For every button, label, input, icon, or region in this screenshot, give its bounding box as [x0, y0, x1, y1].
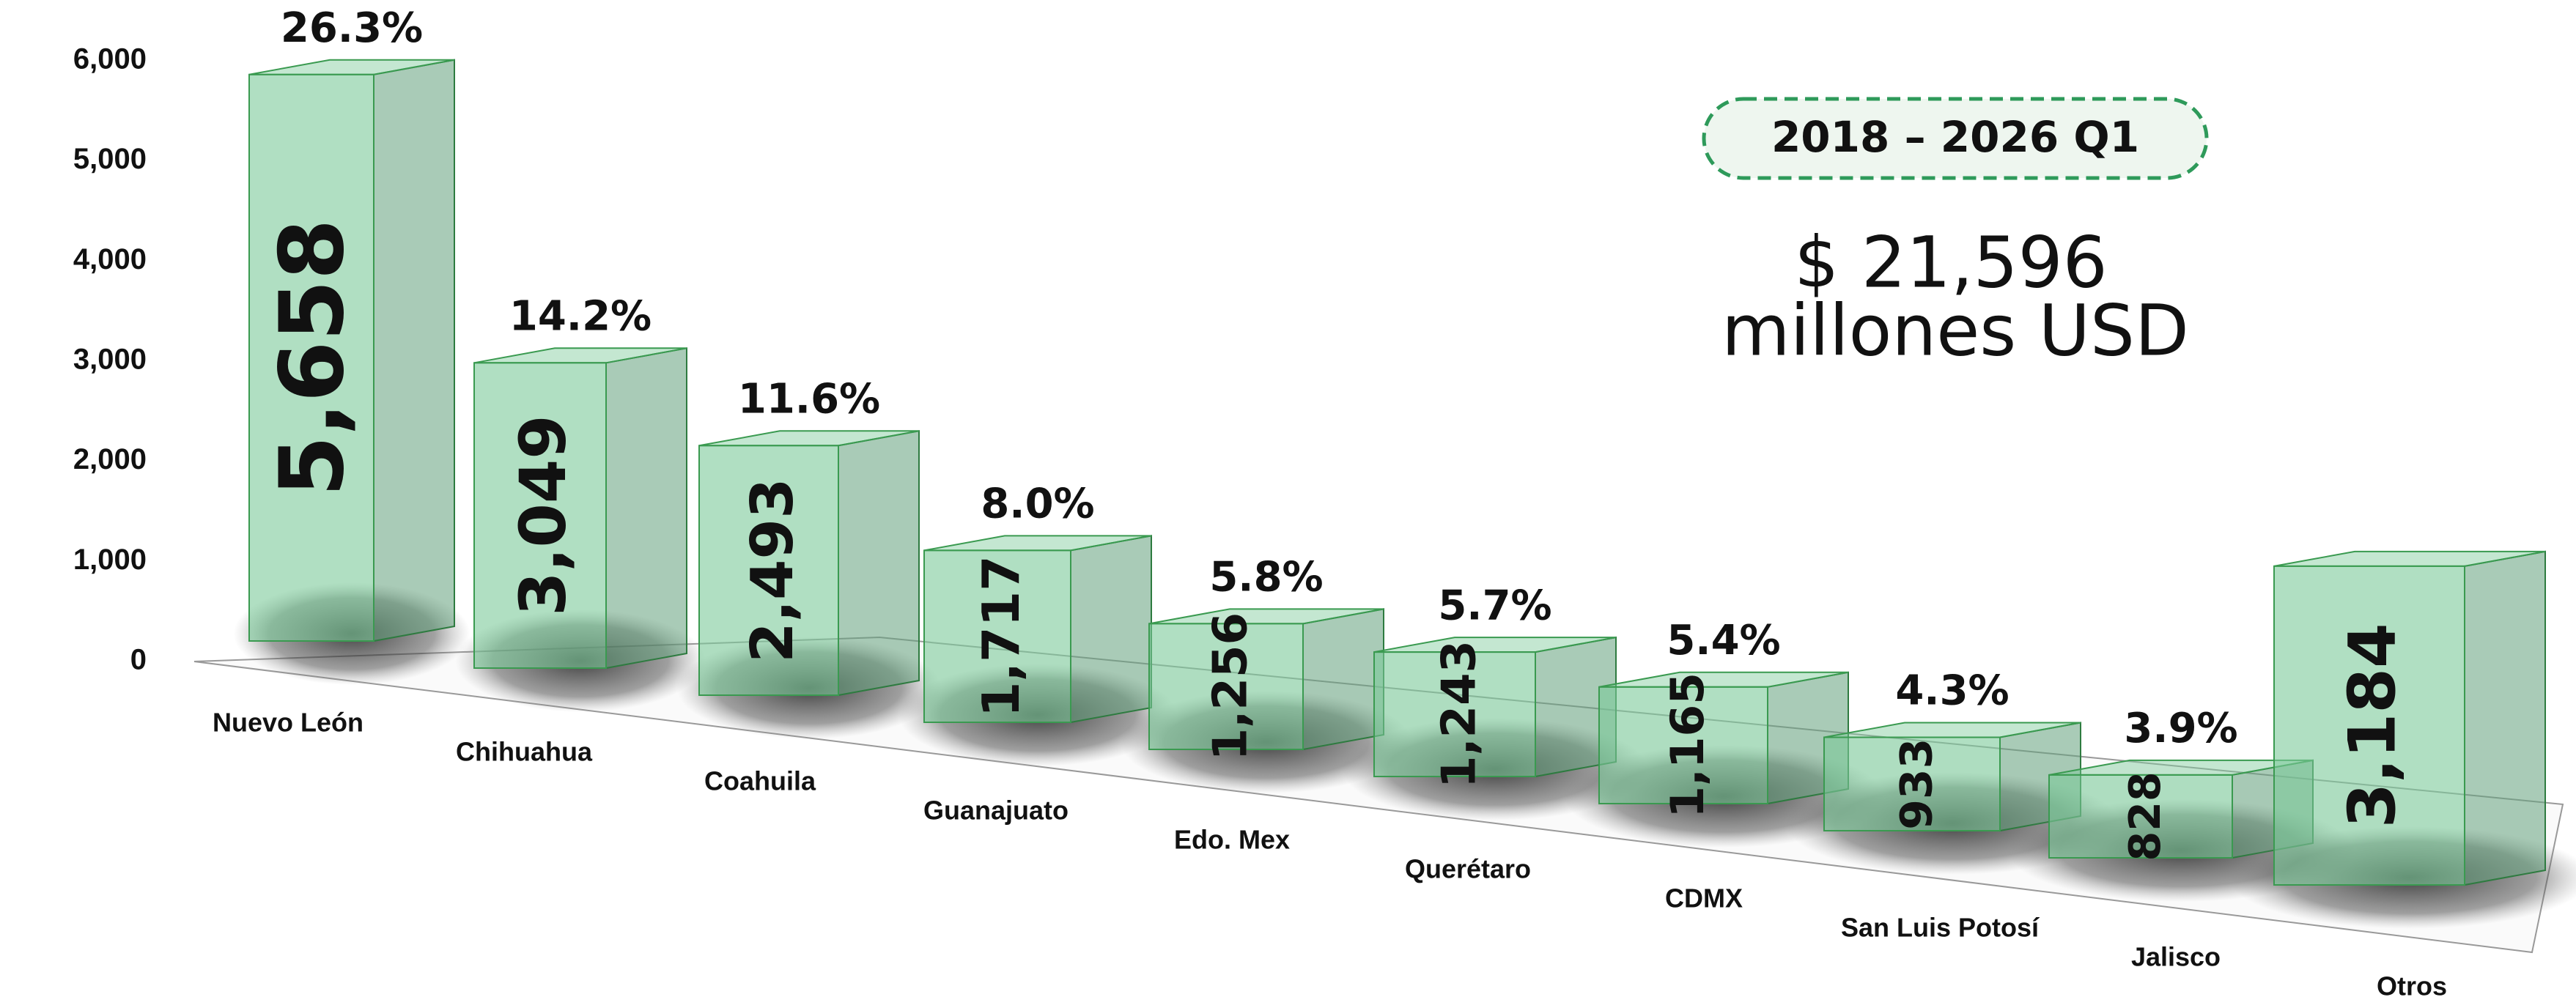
value-label: 1,256: [1204, 612, 1258, 760]
bar-side: [1302, 608, 1384, 751]
total-unit: millones USD: [1721, 289, 2189, 371]
bar: [473, 362, 607, 669]
bar: [248, 73, 374, 642]
x-tick-label: San Luis Potosí: [1841, 913, 2040, 943]
x-tick-label: Guanajuato: [923, 796, 1069, 826]
bar: [1598, 686, 1768, 804]
value-label: 1,165: [1661, 672, 1714, 818]
bar: [923, 549, 1071, 723]
total-amount: $ 21,596: [1794, 221, 2108, 303]
percentage-label: 8.0%: [981, 480, 1094, 527]
value-label: 3,184: [2334, 623, 2410, 828]
percentage-label: 5.8%: [1209, 553, 1323, 601]
bar: [1148, 623, 1304, 751]
period-label: 2018 – 2026 Q1: [1771, 112, 2139, 162]
value-label: 3,049: [506, 415, 580, 616]
percentage-label: 26.3%: [281, 4, 423, 52]
value-label: 828: [2120, 771, 2170, 861]
percentage-label: 5.7%: [1438, 582, 1551, 629]
bar: [2273, 565, 2465, 886]
x-tick-label: Coahuila: [704, 766, 816, 796]
value-label: 2,493: [738, 478, 806, 663]
value-label: 5,658: [262, 219, 364, 497]
bar-side: [373, 59, 455, 642]
percentage-label: 14.2%: [509, 292, 652, 340]
annotation-box: [1702, 97, 2209, 180]
bar: [1373, 651, 1536, 778]
bar-side: [2464, 550, 2546, 886]
y-tick-label: 5,000: [73, 143, 147, 175]
y-tick-label: 3,000: [73, 344, 147, 376]
percentage-label: 5.4%: [1667, 617, 1780, 664]
bar: [2048, 774, 2233, 859]
bar-side: [605, 347, 687, 670]
bar: [698, 445, 839, 696]
y-tick-label: 0: [130, 644, 147, 676]
x-tick-label: Querétaro: [1405, 854, 1531, 884]
x-tick-label: Nuevo León: [213, 708, 363, 738]
y-tick-label: 4,000: [73, 243, 147, 275]
y-tick-label: 1,000: [73, 544, 147, 576]
value-label: 933: [1892, 738, 1943, 830]
x-tick-label: Edo. Mex: [1174, 825, 1290, 855]
percentage-label: 3.9%: [2124, 705, 2237, 752]
value-label: 1,243: [1433, 640, 1487, 788]
percentage-label: 11.6%: [738, 375, 880, 423]
x-tick-label: CDMX: [1665, 883, 1743, 913]
x-tick-label: Otros: [2377, 971, 2447, 997]
bar-side: [838, 430, 920, 697]
value-label: 1,717: [972, 555, 1031, 717]
x-tick-label: Jalisco: [2131, 942, 2221, 972]
y-tick-label: 2,000: [73, 443, 147, 475]
bar-side: [1070, 535, 1152, 724]
y-tick-label: 6,000: [73, 43, 147, 75]
x-tick-label: Chihuahua: [456, 737, 593, 767]
percentage-label: 4.3%: [1895, 667, 2009, 715]
bar: [1823, 736, 2001, 831]
